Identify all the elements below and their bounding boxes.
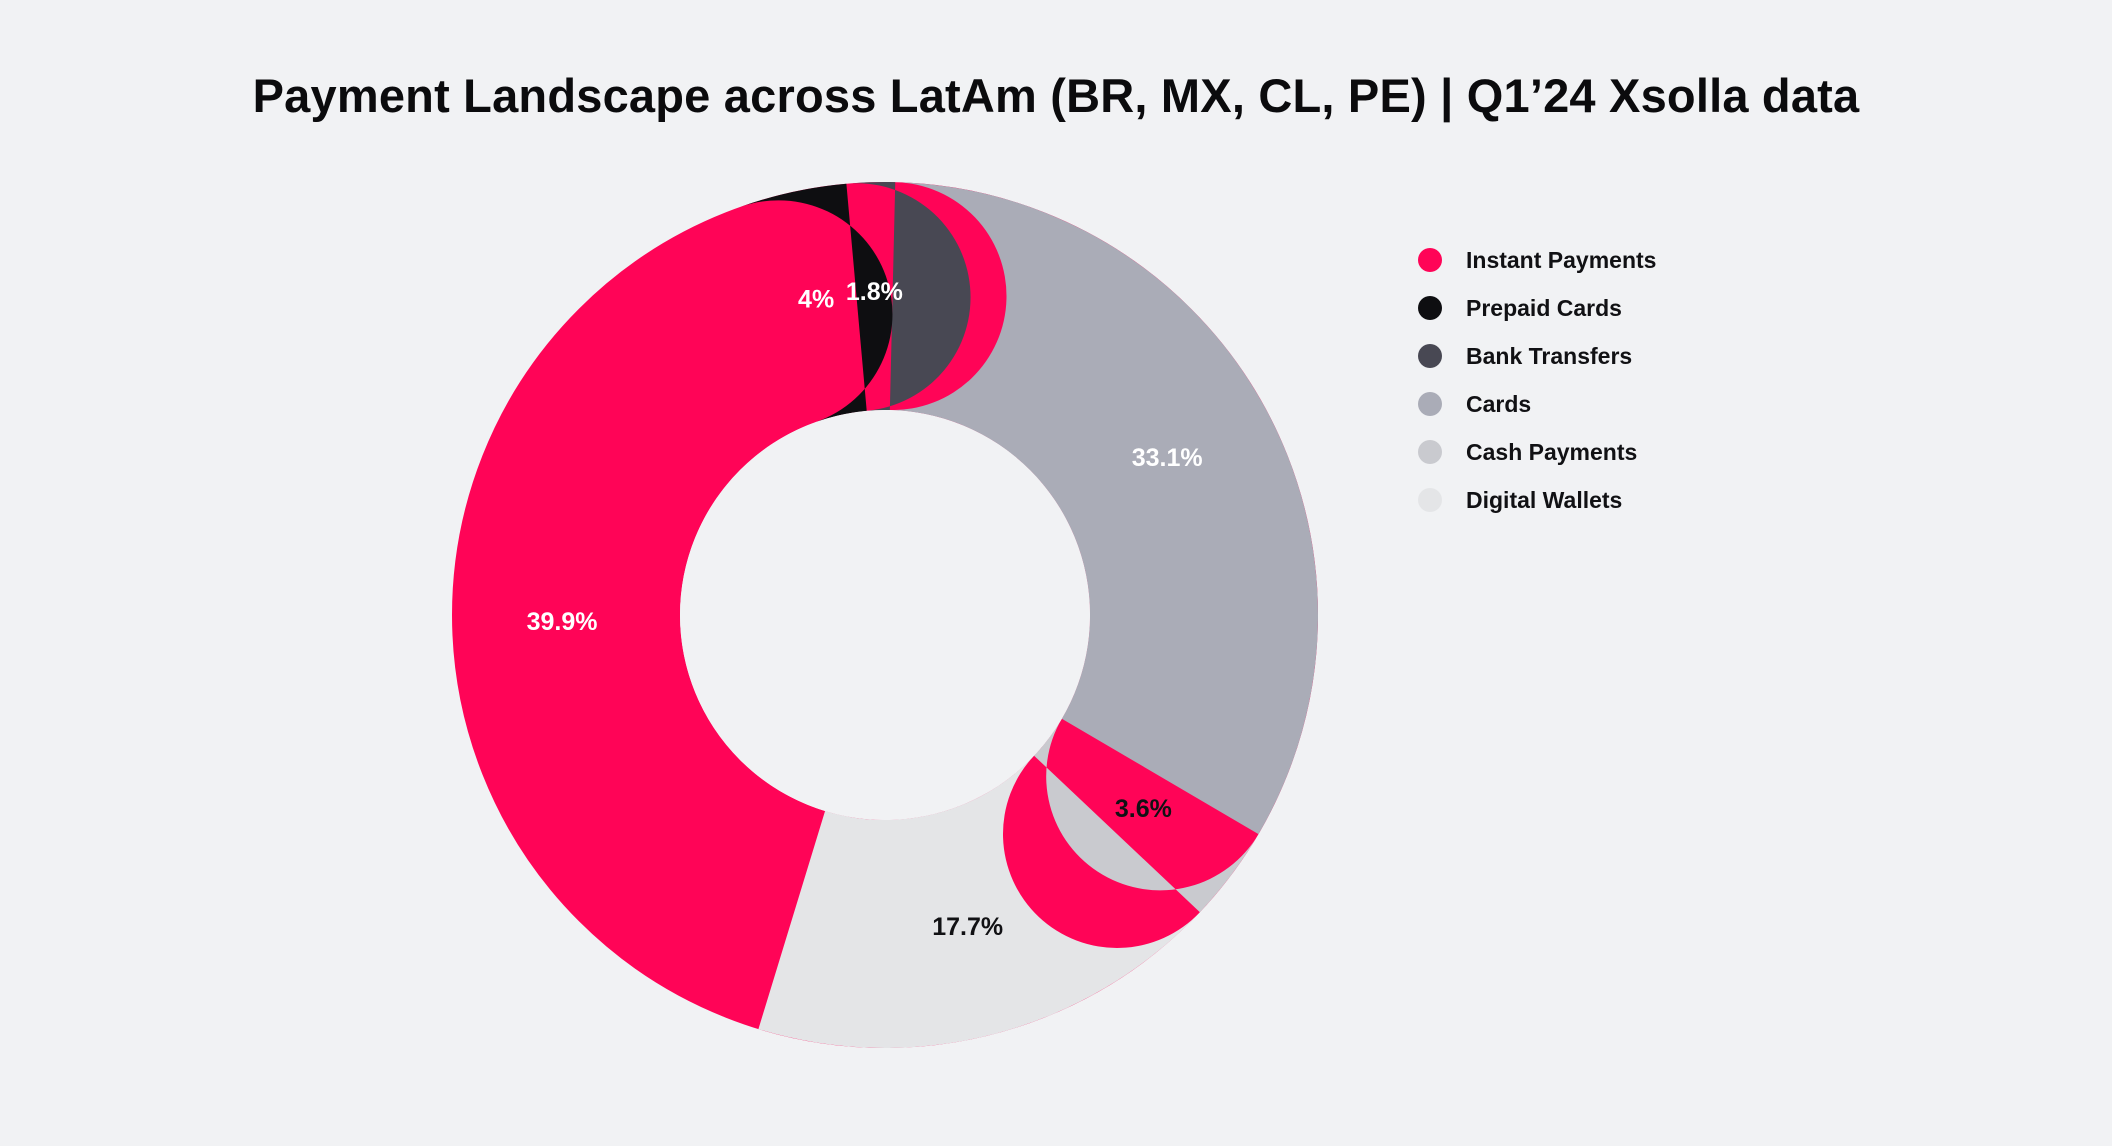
legend-swatch xyxy=(1418,488,1442,512)
legend-item: Prepaid Cards xyxy=(1418,284,1656,332)
legend-item: Bank Transfers xyxy=(1418,332,1656,380)
legend-label: Prepaid Cards xyxy=(1466,294,1622,321)
data-label-cards: 33.1% xyxy=(1132,444,1203,472)
slice-bank-transfers xyxy=(846,182,971,411)
legend-label: Instant Payments xyxy=(1466,246,1657,273)
data-label-prepaid-cards: 4% xyxy=(798,285,834,313)
legend-swatch xyxy=(1418,248,1442,272)
legend-item: Digital Wallets xyxy=(1418,476,1656,524)
legend-swatch xyxy=(1418,392,1442,416)
legend-label: Digital Wallets xyxy=(1466,486,1623,513)
legend-item: Cards xyxy=(1418,380,1656,428)
legend-swatch xyxy=(1418,296,1442,320)
label-layer: 39.9% 4% 1.8% 33.1% 3.6% 17.7% xyxy=(527,278,1203,941)
data-label-cash-payments: 3.6% xyxy=(1115,795,1172,823)
legend-item: Instant Payments xyxy=(1418,236,1656,284)
donut-hole xyxy=(680,410,1090,820)
slice-cards xyxy=(889,182,1318,835)
legend-swatch xyxy=(1418,440,1442,464)
data-label-instant-payments: 39.9% xyxy=(527,608,598,636)
legend: Instant Payments Prepaid Cards Bank Transf… xyxy=(1418,236,1656,524)
data-label-digital-wallets: 17.7% xyxy=(932,913,1003,941)
legend-label: Bank Transfers xyxy=(1466,342,1633,369)
slice-cash-payments xyxy=(1034,718,1259,913)
legend-item: Cash Payments xyxy=(1418,428,1656,476)
slice-prepaid-cards xyxy=(740,183,893,422)
chart-title: Payment Landscape across LatAm (BR, MX, … xyxy=(252,69,1860,122)
legend-label: Cards xyxy=(1466,390,1532,417)
legend-swatch xyxy=(1418,344,1442,368)
data-label-bank-transfers: 1.8% xyxy=(846,278,903,306)
legend-label: Cash Payments xyxy=(1466,438,1638,465)
slice-digital-wallets xyxy=(758,755,1200,1048)
slice-layer xyxy=(452,182,1318,1048)
